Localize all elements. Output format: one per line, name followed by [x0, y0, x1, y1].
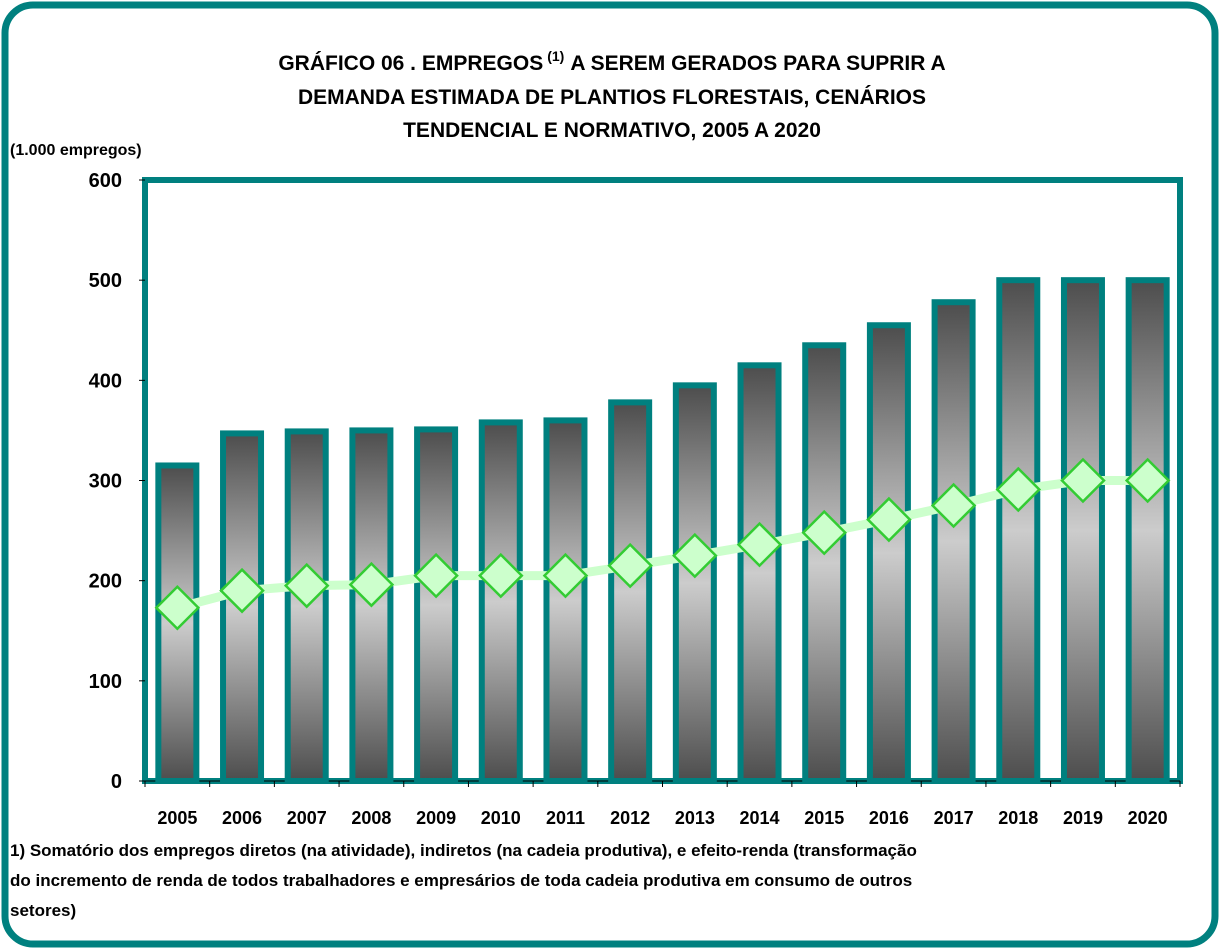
x-tick-label: 2005	[157, 808, 197, 828]
x-tick-label: 2012	[610, 808, 650, 828]
y-tick-label: 500	[89, 270, 122, 292]
x-tick-label: 2020	[1128, 808, 1168, 828]
chart-title: GRÁFICO 06 . EMPREGOS (1) A SEREM GERADOS …	[278, 48, 945, 75]
marker	[1060, 457, 1106, 504]
bar	[996, 277, 1041, 784]
y-axis-label: (1.000 empregos)	[10, 142, 142, 159]
y-tick-label: 600	[89, 170, 122, 192]
y-tick-label: 0	[111, 771, 122, 793]
title-part: A SEREM GERADOS PARA SUPRIR A	[570, 52, 945, 75]
footnote: do incremento de renda de todos trabalha…	[10, 871, 912, 890]
marker	[154, 584, 201, 631]
x-tick-label: 2006	[222, 808, 262, 828]
x-tick-label: 2018	[998, 808, 1038, 828]
marker	[1124, 457, 1171, 504]
bar	[543, 417, 588, 784]
bar	[1060, 277, 1105, 784]
y-tick-label: 400	[89, 370, 122, 392]
bar	[802, 342, 847, 784]
line	[176, 476, 1148, 613]
x-tick-label: 2011	[546, 808, 585, 828]
marker	[866, 496, 912, 543]
marker	[478, 552, 524, 599]
footnote: setores)	[10, 901, 76, 920]
chart-title: TENDENCIAL E NORMATIVO, 2005 A 2020	[403, 119, 821, 142]
y-tick-label: 300	[89, 471, 122, 493]
y-tick-label: 200	[89, 571, 122, 593]
bar	[866, 322, 911, 784]
x-tick-label: 2007	[287, 808, 327, 828]
x-tick-label: 2008	[351, 808, 391, 828]
footnote: 1) Somatório dos empregos diretos (na at…	[10, 841, 917, 860]
title-superscript: (1)	[547, 48, 564, 64]
x-tick-label: 2009	[416, 808, 456, 828]
marker	[995, 466, 1042, 513]
x-tick-label: 2013	[675, 808, 715, 828]
marker	[607, 542, 653, 589]
marker	[413, 552, 459, 599]
chart-title: DEMANDA ESTIMADA DE PLANTIOS FLORESTAIS,…	[298, 86, 926, 109]
x-tick-label: 2014	[740, 808, 780, 828]
bar	[220, 430, 265, 784]
marker	[219, 567, 265, 614]
marker	[672, 532, 718, 579]
bar	[1125, 277, 1170, 784]
marker	[348, 561, 395, 608]
bar	[608, 399, 653, 784]
x-tick-label: 2019	[1063, 808, 1103, 828]
bar	[478, 419, 523, 784]
x-tick-label: 2015	[804, 808, 844, 828]
x-tick-label: 2016	[869, 808, 909, 828]
title-part: GRÁFICO 06 . EMPREGOS	[278, 52, 543, 75]
marker	[801, 509, 847, 556]
marker	[542, 552, 589, 599]
bar	[737, 362, 782, 784]
bar	[672, 382, 717, 784]
marker	[736, 521, 783, 568]
bar	[931, 299, 976, 784]
bar	[414, 426, 459, 784]
marker	[930, 482, 977, 529]
x-tick-label: 2010	[481, 808, 521, 828]
y-tick-label: 100	[89, 671, 122, 693]
x-tick-label: 2017	[934, 808, 974, 828]
marker	[283, 562, 330, 609]
